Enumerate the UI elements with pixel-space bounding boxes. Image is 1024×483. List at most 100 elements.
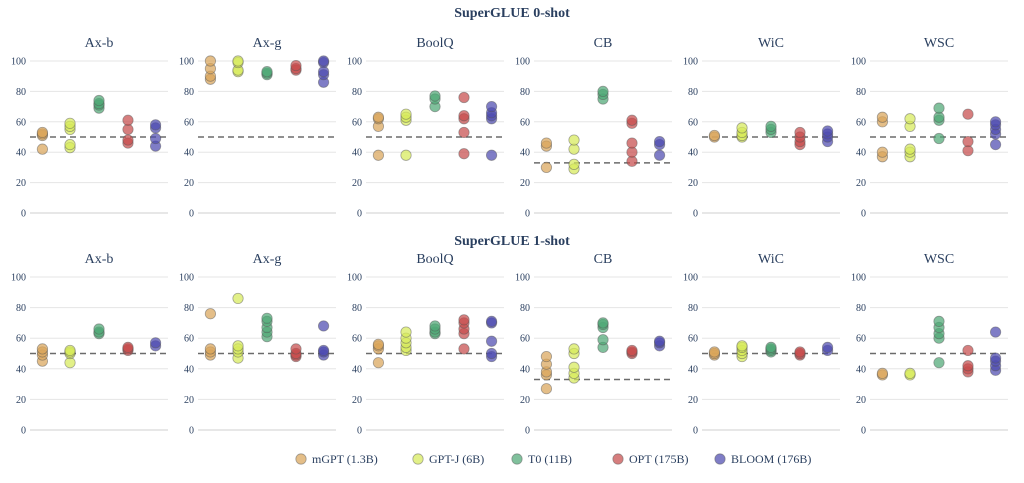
y-tick-label: 60 — [688, 117, 698, 128]
y-tick-label: 0 — [189, 426, 194, 437]
point-t0-11b — [261, 66, 273, 78]
point-bloom-176b — [317, 344, 330, 357]
panel-title: CB — [594, 252, 613, 267]
y-tick-label: 0 — [693, 209, 698, 220]
y-tick-label: 80 — [184, 87, 194, 98]
y-tick-label: 40 — [352, 148, 362, 159]
y-tick-label: 80 — [184, 303, 194, 314]
point-mgpt-1-3b — [204, 55, 217, 67]
point-t0-11b — [597, 317, 609, 329]
point-gpt-j-6b — [232, 340, 244, 352]
point-bloom-176b — [149, 119, 162, 131]
point-bloom-176b — [653, 149, 666, 161]
y-tick-label: 20 — [352, 178, 362, 189]
point-opt-175b — [458, 148, 470, 160]
point-opt-175b — [626, 344, 638, 357]
panel-cb-0: CB 0 20 40 60 80 100 — [515, 36, 672, 220]
point-bloom-176b — [989, 116, 1002, 128]
y-tick-label: 60 — [184, 117, 194, 128]
y-tick-label: 40 — [856, 148, 866, 159]
y-tick-label: 0 — [21, 209, 26, 220]
panel-title: Ax-b — [85, 36, 114, 51]
point-mgpt-1-3b — [708, 129, 721, 142]
point-mgpt-1-3b — [372, 111, 385, 123]
y-tick-label: 60 — [856, 334, 866, 345]
point-opt-175b — [626, 137, 638, 149]
y-tick-label: 100 — [179, 273, 194, 284]
y-tick-label: 100 — [347, 273, 362, 284]
y-tick-label: 40 — [184, 148, 194, 159]
point-gpt-j-6b — [400, 108, 412, 120]
y-tick-label: 0 — [357, 426, 362, 437]
point-t0-11b — [765, 341, 777, 353]
y-tick-label: 80 — [856, 303, 866, 314]
point-opt-175b — [458, 343, 470, 355]
y-tick-label: 80 — [520, 87, 530, 98]
point-gpt-j-6b — [64, 117, 76, 129]
point-mgpt-1-3b — [540, 350, 553, 363]
y-tick-label: 80 — [352, 303, 362, 314]
point-t0-11b — [597, 85, 609, 98]
point-opt-175b — [290, 343, 302, 355]
point-t0-11b — [93, 94, 105, 107]
y-tick-label: 0 — [357, 209, 362, 220]
y-tick-label: 40 — [352, 364, 362, 375]
y-tick-label: 20 — [520, 395, 530, 406]
legend-marker-t0-11b — [511, 453, 523, 465]
point-gpt-j-6b — [232, 292, 244, 305]
y-tick-label: 60 — [184, 334, 194, 345]
y-tick-label: 100 — [11, 273, 26, 284]
point-bloom-176b — [317, 55, 330, 67]
point-opt-175b — [962, 360, 974, 372]
legend-label-opt-175b: OPT (175B) — [629, 452, 688, 466]
y-tick-label: 80 — [16, 303, 26, 314]
point-mgpt-1-3b — [36, 126, 49, 139]
point-gpt-j-6b — [232, 55, 244, 67]
y-tick-label: 100 — [851, 273, 866, 284]
point-bloom-176b — [485, 101, 498, 113]
panel-title: WSC — [924, 252, 954, 267]
legend-label-gpt-j-6b: GPT-J (6B) — [429, 452, 484, 466]
point-opt-175b — [962, 344, 974, 357]
y-tick-label: 60 — [16, 117, 26, 128]
point-mgpt-1-3b — [36, 143, 49, 155]
point-mgpt-1-3b — [204, 308, 217, 320]
point-opt-175b — [794, 346, 806, 358]
y-tick-label: 100 — [515, 57, 530, 68]
point-mgpt-1-3b — [372, 149, 385, 161]
y-tick-label: 0 — [21, 426, 26, 437]
panel-title: CB — [594, 36, 613, 51]
point-mgpt-1-3b — [540, 383, 553, 395]
legend-marker-mgpt-1-3b — [295, 453, 307, 465]
y-tick-label: 40 — [688, 364, 698, 375]
point-opt-175b — [626, 114, 638, 126]
point-bloom-176b — [653, 135, 666, 148]
y-tick-label: 40 — [16, 148, 26, 159]
point-t0-11b — [933, 315, 945, 327]
point-bloom-176b — [989, 352, 1002, 364]
panel-boolq-1: BoolQ 0 20 40 60 80 100 — [347, 252, 504, 437]
y-tick-label: 40 — [688, 148, 698, 159]
point-opt-175b — [458, 126, 470, 139]
point-gpt-j-6b — [64, 344, 76, 357]
panel-wsc-0: WSC 0 20 40 60 80 100 — [851, 36, 1008, 220]
panel-ax-g-1: Ax-g 0 20 40 60 80 100 — [179, 252, 336, 437]
panel-title: Ax-g — [253, 36, 282, 51]
y-tick-label: 60 — [856, 117, 866, 128]
point-bloom-176b — [989, 139, 1002, 151]
point-gpt-j-6b — [904, 367, 916, 379]
y-tick-label: 40 — [520, 148, 530, 159]
point-t0-11b — [261, 312, 273, 324]
y-tick-label: 0 — [189, 209, 194, 220]
y-tick-label: 60 — [352, 117, 362, 128]
y-tick-label: 80 — [688, 87, 698, 98]
y-tick-label: 20 — [352, 395, 362, 406]
panel-ax-b-0: Ax-b 0 20 40 60 80 100 — [11, 36, 168, 220]
point-mgpt-1-3b — [372, 338, 385, 350]
y-tick-label: 40 — [16, 364, 26, 375]
y-tick-label: 80 — [352, 87, 362, 98]
legend-label-mgpt-1-3b: mGPT (1.3B) — [312, 452, 378, 466]
point-gpt-j-6b — [568, 361, 580, 373]
panel-boolq-0: BoolQ 0 20 40 60 80 100 — [347, 36, 504, 220]
point-gpt-j-6b — [400, 149, 412, 161]
